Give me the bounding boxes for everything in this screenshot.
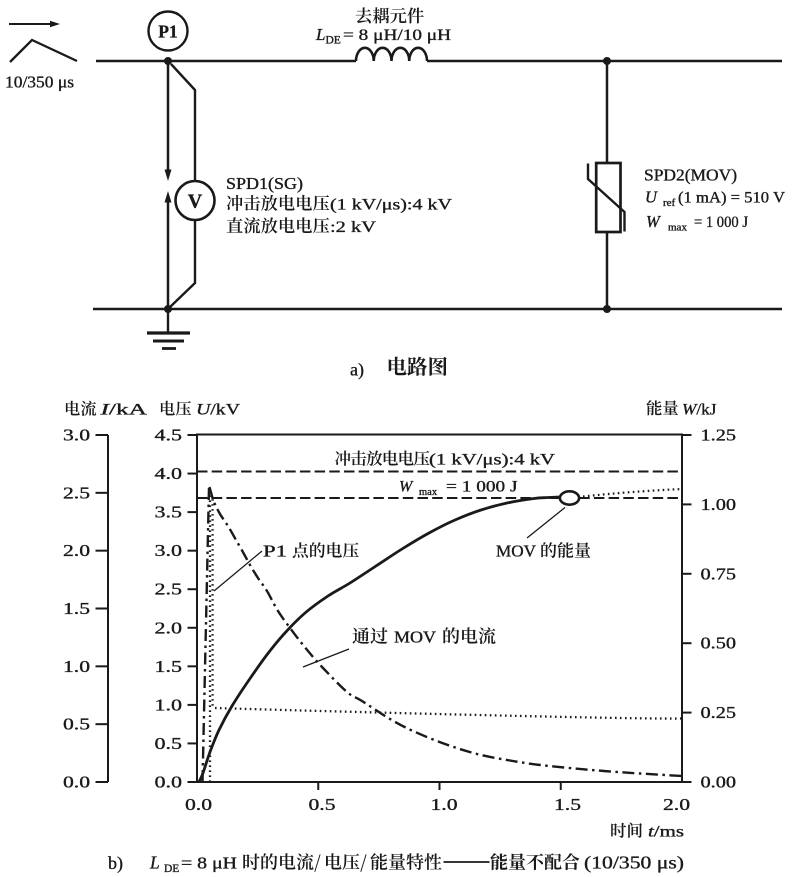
svg-text:2.5: 2.5: [63, 483, 90, 502]
svg-text:1.00: 1.00: [701, 495, 737, 514]
svg-text:(10/350 μs): (10/350 μs): [584, 853, 684, 873]
svg-text::2 kV: :2 kV: [330, 219, 377, 236]
svg-text:2.5: 2.5: [155, 580, 183, 599]
svg-text:0.25: 0.25: [701, 703, 737, 722]
svg-text:0.00: 0.00: [701, 773, 737, 792]
svg-text:2.0: 2.0: [63, 541, 90, 560]
svg-text:2.0: 2.0: [663, 795, 690, 814]
svg-text:1.0: 1.0: [63, 657, 90, 676]
svg-text:3.0: 3.0: [63, 426, 90, 445]
svg-text:W: W: [399, 479, 414, 496]
svg-text:SPD2(MOV): SPD2(MOV): [644, 166, 737, 185]
svg-text:ref: ref: [663, 197, 676, 209]
svg-text:0.5: 0.5: [63, 715, 90, 734]
svg-text:3.0: 3.0: [155, 541, 183, 560]
svg-text:max: max: [419, 487, 438, 498]
svg-text:P1: P1: [158, 22, 177, 42]
svg-text:0.5: 0.5: [155, 734, 183, 753]
svg-text:DE: DE: [326, 35, 341, 47]
svg-text:10/350 μs: 10/350 μs: [5, 73, 74, 92]
svg-text:= 8 μH: = 8 μH: [181, 854, 237, 873]
svg-text:1.0: 1.0: [155, 695, 183, 714]
svg-text:P1: P1: [263, 542, 287, 561]
svg-text:SPD1(SG): SPD1(SG): [226, 174, 303, 193]
svg-text:U: U: [645, 188, 658, 207]
svg-text:0.50: 0.50: [701, 634, 737, 653]
svg-text:= 8 μH/10 μH: = 8 μH/10 μH: [343, 27, 452, 44]
svg-text:2.0: 2.0: [155, 618, 183, 637]
svg-text:DE: DE: [164, 863, 179, 875]
svg-text:W/kJ: W/kJ: [682, 402, 717, 419]
svg-text:3.5: 3.5: [155, 503, 183, 522]
svg-text:MOV: MOV: [496, 542, 536, 561]
svg-text:= 1 000 J: = 1 000 J: [446, 479, 518, 496]
svg-text:(1 kV/μs):4 kV: (1 kV/μs):4 kV: [330, 197, 453, 214]
svg-text:1.5: 1.5: [155, 657, 183, 676]
svg-text:(1 kV/μs):4 kV: (1 kV/μs):4 kV: [429, 452, 556, 469]
svg-text:I/kA: I/kA: [99, 402, 148, 419]
svg-text:0.0: 0.0: [155, 772, 183, 791]
svg-text:= 1 000 J: = 1 000 J: [694, 214, 748, 231]
svg-text:U/kV: U/kV: [196, 402, 241, 419]
svg-text:V: V: [188, 191, 203, 213]
svg-text:MOV: MOV: [394, 628, 436, 647]
svg-text:W: W: [646, 212, 661, 231]
svg-text:L: L: [149, 853, 160, 873]
svg-text:1.5: 1.5: [554, 795, 581, 814]
svg-text:(1 mA) = 510 V: (1 mA) = 510 V: [678, 190, 785, 207]
svg-text:1.25: 1.25: [701, 426, 737, 445]
svg-text:4.5: 4.5: [155, 426, 183, 445]
svg-text:b): b): [108, 853, 123, 874]
svg-text:L: L: [315, 25, 325, 44]
svg-text:1.5: 1.5: [63, 599, 90, 618]
svg-text:0.0: 0.0: [63, 772, 90, 791]
svg-text:max: max: [668, 222, 687, 234]
svg-text:1.0: 1.0: [431, 795, 458, 814]
svg-text:0.75: 0.75: [701, 564, 737, 583]
svg-text:0.0: 0.0: [185, 795, 212, 814]
svg-text:4.0: 4.0: [155, 464, 183, 483]
svg-text:t/ms: t/ms: [648, 824, 684, 841]
svg-text:0.5: 0.5: [309, 795, 336, 814]
svg-text:a): a): [350, 360, 364, 381]
